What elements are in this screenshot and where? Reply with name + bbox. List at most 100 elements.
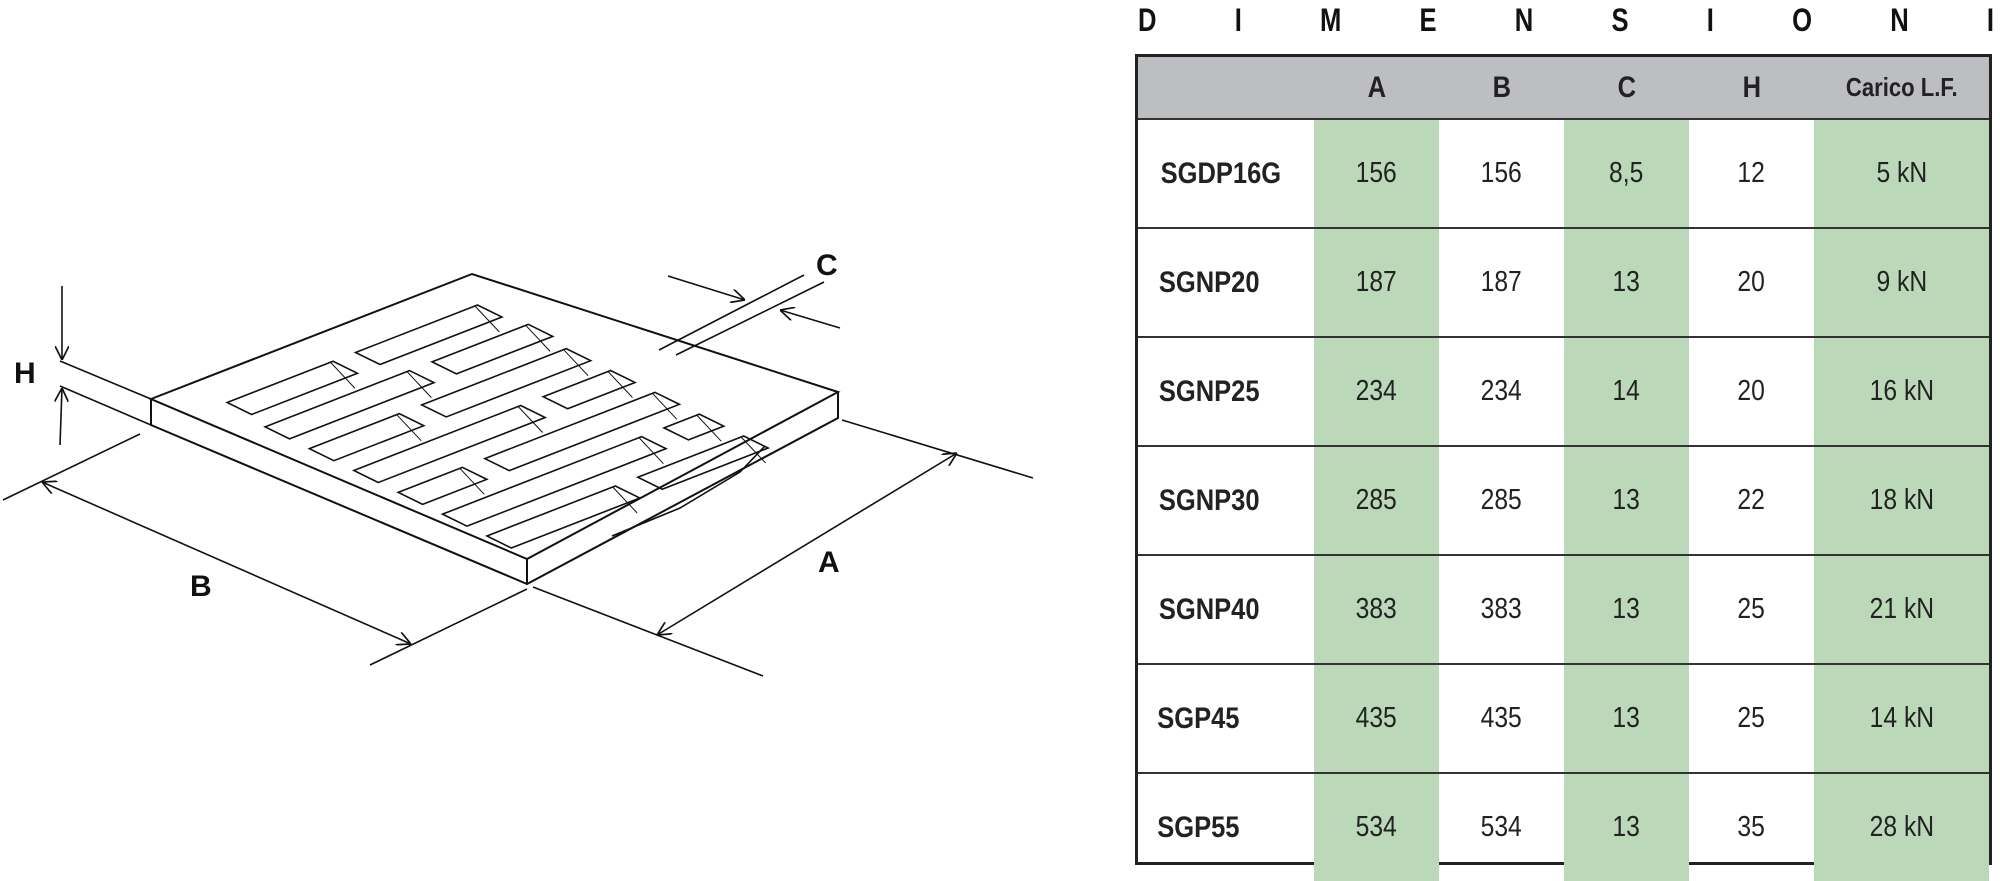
slot-depth-line: [563, 349, 589, 377]
table-cell: 28 kN: [1814, 774, 1989, 881]
table-cell: 534: [1314, 774, 1439, 881]
model-name-cell: SGNP25: [1138, 338, 1314, 445]
table-cell: 156: [1314, 120, 1439, 227]
cell-text: H: [1742, 70, 1761, 104]
table-cell: 14 kN: [1814, 665, 1989, 772]
table-cell: 234: [1439, 338, 1564, 445]
grate-slot: [662, 413, 726, 441]
title-letter: E: [1419, 2, 1437, 38]
slot-depth-line: [607, 371, 633, 398]
c-arrow-left: [667, 275, 745, 300]
cell-text: 21 kN: [1869, 593, 1934, 625]
cell-text: 435: [1355, 702, 1398, 734]
cell-text: 25: [1737, 702, 1766, 734]
grate-slot: [635, 435, 771, 491]
title-letter: O: [1792, 2, 1812, 38]
table-cell: 18 kN: [1814, 447, 1989, 554]
title-letter: I: [1706, 2, 1714, 38]
dimensions-table: A B C H Carico L.F. SGDP16G 156 156 8,5 12 5 kN SGN…: [1135, 54, 1992, 881]
slot-depth-line: [612, 486, 638, 514]
column-header: H: [1689, 57, 1814, 118]
table-cell: 187: [1439, 229, 1564, 336]
table-cell: 383: [1314, 556, 1439, 663]
model-name-cell: SGNP20: [1138, 229, 1314, 336]
grate-slot: [225, 360, 360, 416]
b-dimension-arrow: [42, 482, 411, 644]
cell-text: 156: [1480, 157, 1523, 189]
column-header: A: [1314, 57, 1439, 118]
table-cell: 285: [1314, 447, 1439, 554]
table-cell: 285: [1439, 447, 1564, 554]
model-name-cell: SGNP40: [1138, 556, 1314, 663]
dimension-lines: [2, 274, 1034, 677]
grate-slot: [541, 369, 638, 410]
cell-text: 435: [1480, 702, 1523, 734]
cell-text: A: [1367, 70, 1386, 104]
cell-text: C: [1617, 70, 1636, 104]
column-header: B: [1439, 57, 1564, 118]
cell-text: 383: [1355, 593, 1398, 625]
cell-text: B: [1492, 70, 1511, 104]
model-name-cell: SGDP16G: [1138, 120, 1314, 227]
grate-slot: [484, 485, 642, 549]
cell-text: SGP55: [1157, 810, 1240, 844]
slot-depth-line: [525, 324, 551, 352]
cell-text: 8,5: [1609, 157, 1644, 189]
cell-text: 22: [1737, 484, 1766, 516]
slot-depth-line: [459, 467, 485, 495]
grate-slot: [440, 435, 668, 528]
c-arrow-right: [780, 310, 841, 329]
cell-text: 35: [1737, 811, 1766, 843]
cell-text: SGNP25: [1158, 374, 1260, 408]
table-row: SGNP20 187 187 13 20 9 kN: [1138, 227, 1989, 336]
title-letter: I: [1986, 2, 1994, 38]
grate-slot: [353, 304, 504, 366]
table-cell: 383: [1439, 556, 1564, 663]
cell-text: Carico L.F.: [1845, 72, 1958, 102]
cell-text: 28 kN: [1869, 811, 1934, 843]
grate-sides: [150, 392, 839, 586]
title-letter: S: [1611, 2, 1629, 38]
cell-text: 18 kN: [1869, 484, 1934, 516]
table-cell: 8,5: [1564, 120, 1689, 227]
grate-slots: [225, 304, 771, 549]
a-dimension-arrow: [657, 453, 957, 635]
grate-slot: [307, 412, 426, 462]
cell-text: 156: [1355, 157, 1398, 189]
slot-depth-line: [474, 305, 500, 333]
cell-text: 13: [1612, 702, 1641, 734]
grate-slot: [263, 369, 436, 440]
cell-text: SGNP20: [1158, 265, 1260, 299]
grate-slot: [419, 347, 593, 418]
table-cell: 13: [1564, 556, 1689, 663]
model-name-cell: SGNP30: [1138, 447, 1314, 554]
column-header: C: [1564, 57, 1689, 118]
cell-text: 285: [1480, 484, 1523, 516]
cell-text: 187: [1355, 266, 1398, 298]
table-row: SGNP30 285 285 13 22 18 kN: [1138, 445, 1989, 554]
label-a: A: [818, 546, 840, 579]
cell-text: 12: [1737, 157, 1766, 189]
table-cell: 534: [1439, 774, 1564, 881]
cell-text: SGNP40: [1158, 592, 1260, 626]
cell-text: 285: [1355, 484, 1398, 516]
slot-depth-line: [517, 406, 543, 433]
table-cell: 20: [1689, 229, 1814, 336]
grate-slot: [482, 391, 682, 472]
cell-text: 9 kN: [1876, 266, 1927, 298]
cell-text: 534: [1480, 811, 1523, 843]
h-arrow-bottom: [60, 388, 62, 446]
title-letter: D: [1138, 2, 1157, 38]
table-row: SGP55 534 534 13 35 28 kN: [1138, 772, 1989, 881]
cell-text: 5 kN: [1876, 157, 1927, 189]
cell-text: 13: [1612, 811, 1641, 843]
table-cell: 5 kN: [1814, 120, 1989, 227]
table-cell: 9 kN: [1814, 229, 1989, 336]
table-row: SGNP25 234 234 14 20 16 kN: [1138, 336, 1989, 445]
slot-depth-line: [406, 371, 432, 398]
title-letter: I: [1234, 2, 1242, 38]
cell-text: 20: [1737, 266, 1766, 298]
table-cell: 13: [1564, 774, 1689, 881]
cell-text: 20: [1737, 375, 1766, 407]
